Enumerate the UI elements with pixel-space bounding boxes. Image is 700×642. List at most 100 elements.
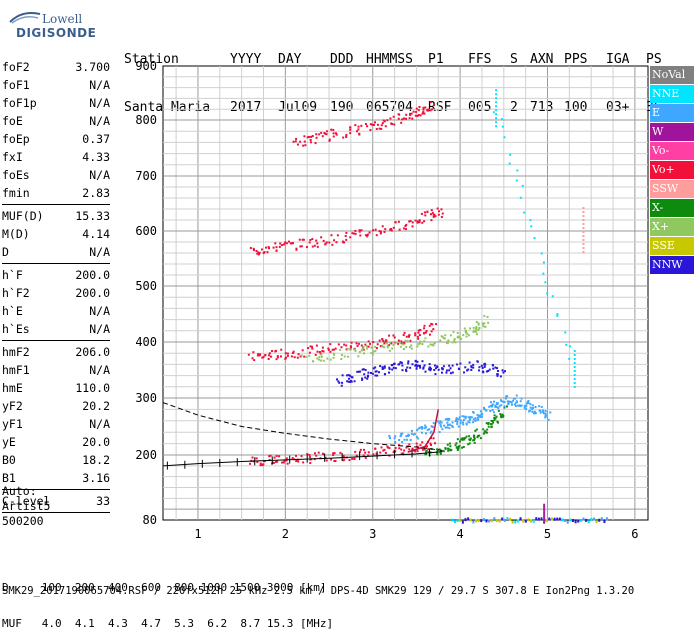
data-point [511,403,514,406]
data-point [409,439,412,442]
data-point [415,365,418,368]
data-point [284,352,287,355]
data-point [360,349,363,352]
data-point [415,110,418,113]
data-point [454,420,457,423]
data-point [391,368,394,371]
data-point [427,109,430,112]
data-point [358,351,361,354]
noise-point [472,520,475,524]
noise-point [485,519,488,523]
data-point [486,428,489,431]
noise-point [459,518,462,522]
data-point [418,219,421,222]
data-point [259,353,262,356]
data-point [295,137,298,140]
data-point [468,334,471,337]
data-point [306,452,309,455]
data-point [274,350,277,353]
data-point [379,365,382,368]
data-point [407,335,410,338]
data-point [398,438,401,441]
param-row: hmF1 N/A [2,361,110,379]
data-point [462,423,465,426]
data-point [582,247,585,249]
data-point [527,402,530,405]
data-point [433,213,436,216]
param-row: C-level 33 [2,492,110,510]
noise-point [535,517,538,521]
data-point [423,211,426,214]
data-point [428,368,431,371]
data-point [278,455,281,458]
noise-point [571,519,574,523]
data-point [443,424,446,427]
data-point [342,136,345,139]
header-value: 065704 [366,100,413,115]
data-point [464,366,467,369]
header-value: 005 [468,100,492,115]
data-point [325,241,328,244]
data-point [499,413,502,416]
data-point [487,369,490,372]
noise-point [543,519,546,522]
data-point [573,382,576,384]
data-point [423,324,426,327]
data-point [456,363,459,366]
data-point [290,355,293,358]
data-point [423,340,426,343]
data-point [542,409,545,412]
x-tick-label: 6 [631,527,638,541]
data-point [273,456,276,459]
data-point [383,373,386,376]
data-point [381,122,384,125]
data-point [467,368,470,371]
param-value: 4.33 [82,150,110,164]
data-point [456,332,459,335]
data-point [392,451,395,454]
data-point [424,453,427,456]
param-value: 33 [96,494,110,508]
data-point [474,429,477,432]
data-point [371,372,374,375]
data-point [467,416,470,419]
data-point [400,432,403,435]
legend-item: SSE [650,237,694,255]
data-point [252,247,255,250]
data-point [316,245,319,248]
data-point [382,367,385,370]
data-point [430,322,433,325]
data-point [366,125,369,128]
data-point [457,425,460,428]
data-point [444,447,447,450]
data-point [408,220,411,223]
data-point [383,346,386,349]
data-point [363,373,366,376]
data-point [379,345,382,348]
data-point [276,460,279,463]
data-point [448,369,451,372]
data-point [470,368,473,371]
data-point [279,355,282,358]
data-point [420,431,423,434]
data-point [286,352,289,355]
data-point [374,366,377,369]
data-point [357,342,360,345]
data-point [414,359,417,362]
data-point [263,460,266,463]
header-value: 03+ [606,100,630,115]
data-point [392,115,395,118]
data-point [424,106,427,109]
data-point [448,417,451,420]
data-point [255,249,258,252]
data-point [297,460,300,463]
data-point [358,229,361,232]
data-point [421,343,424,346]
data-point [347,355,350,358]
data-point [345,348,348,351]
noise-point [543,517,546,520]
data-point [419,444,422,447]
data-point [492,411,495,414]
data-point [423,448,426,451]
data-point [428,363,431,366]
